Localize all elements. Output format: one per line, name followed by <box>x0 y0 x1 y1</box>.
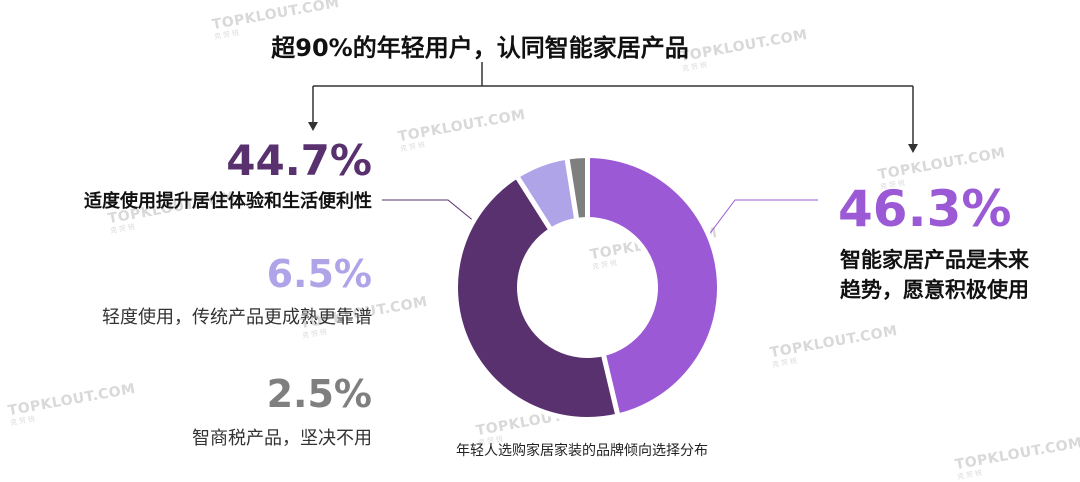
label-value-46: 46.3% <box>838 180 1011 238</box>
label-desc-6: 轻度使用，传统产品更成熟更靠谱 <box>102 307 372 328</box>
chart-caption: 年轻人选购家居家装的品牌倾向选择分布 <box>456 443 708 459</box>
value-44-text: 44.7% <box>226 136 372 185</box>
label-desc-44: 适度使用提升居住体验和生活便利性 <box>84 191 372 212</box>
donut-chart <box>453 152 722 422</box>
donut-slice-1 <box>453 172 621 422</box>
donut-slice-0 <box>585 152 722 419</box>
desc-46-line1: 智能家居产品是未来 <box>840 248 1029 272</box>
right-arrow-head <box>908 144 918 153</box>
chart-title: 超90%的年轻用户，认同智能家居产品 <box>271 34 689 62</box>
desc-46-line2: 趋势，愿意积极使用 <box>840 278 1029 302</box>
value-6-text: 6.5% <box>266 252 372 296</box>
value-46-text: 46.3% <box>838 180 1012 238</box>
value-2-text: 2.5% <box>266 372 372 416</box>
callout-line-44 <box>382 199 476 223</box>
label-value-6: 6.5% <box>267 252 372 296</box>
callout-line-46 <box>707 199 818 237</box>
label-desc-2: 智商税产品，坚决不用 <box>192 428 372 449</box>
label-value-44: 44.7% <box>226 136 372 185</box>
donut-slice-3 <box>563 152 590 224</box>
label-desc-46: 智能家居产品是未来 趋势，愿意积极使用 <box>840 245 1029 305</box>
left-arrow-head <box>308 122 318 131</box>
label-value-2: 2.5% <box>267 372 372 416</box>
